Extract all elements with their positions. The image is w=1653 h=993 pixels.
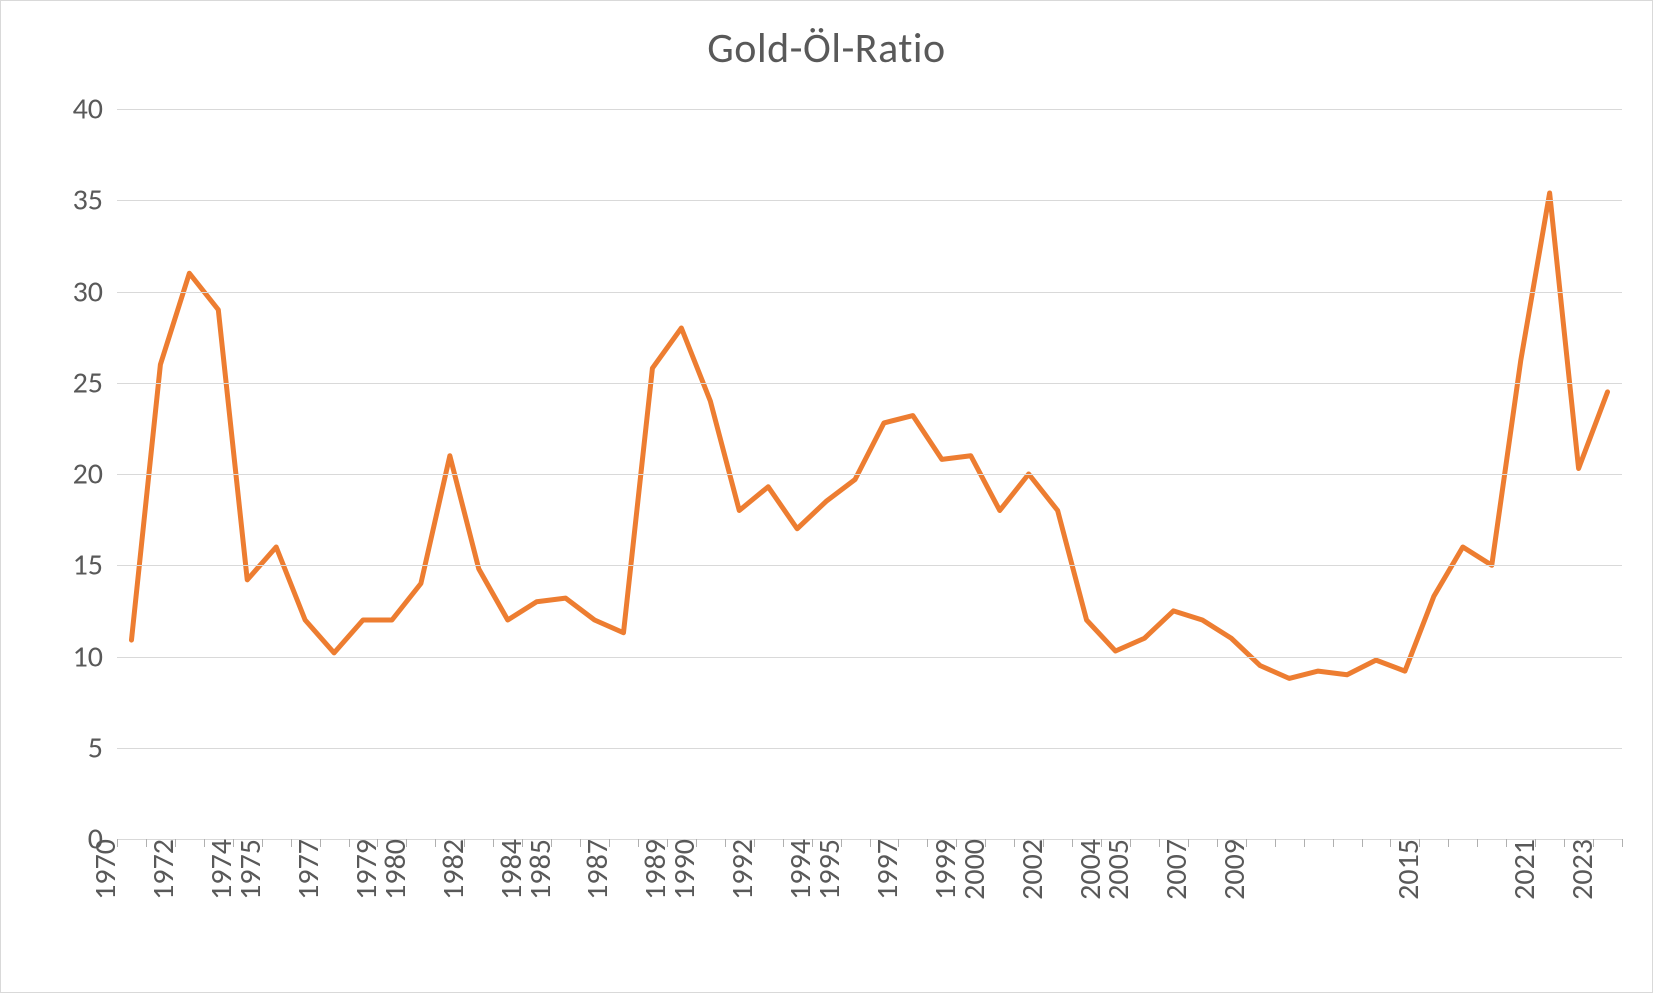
- y-tick-label: 5: [88, 729, 117, 766]
- x-tick-mark: [1304, 839, 1305, 847]
- x-tick-label: 1975: [222, 839, 269, 900]
- plot-area: 0510152025303540197019721974197519771979…: [117, 109, 1622, 839]
- x-tick-label: 2002: [1004, 839, 1051, 900]
- chart-title: Gold-Öl-Ratio: [1, 23, 1652, 74]
- x-tick-label: 1995: [801, 839, 848, 900]
- x-tick-label: 2005: [1091, 839, 1138, 900]
- y-tick-label: 35: [73, 182, 117, 219]
- x-tick-label: 2023: [1554, 839, 1601, 900]
- x-tick-label: 1997: [859, 839, 906, 900]
- gridline: [117, 292, 1622, 293]
- y-tick-label: 20: [73, 456, 117, 493]
- gridline: [117, 474, 1622, 475]
- x-tick-mark: [1333, 839, 1334, 847]
- y-tick-label: 10: [73, 638, 117, 675]
- gridline: [117, 748, 1622, 749]
- x-tick-label: 1982: [425, 839, 472, 900]
- x-tick-label: 2000: [946, 839, 993, 900]
- x-tick-label: 2009: [1206, 839, 1253, 900]
- x-tick-label: 2021: [1496, 839, 1543, 900]
- gridline: [117, 383, 1622, 384]
- x-tick-mark: [1477, 839, 1478, 847]
- x-tick-label: 1987: [570, 839, 617, 900]
- gridline: [117, 200, 1622, 201]
- x-tick-label: 1970: [78, 839, 125, 900]
- gridline: [117, 109, 1622, 110]
- y-tick-label: 40: [73, 91, 117, 128]
- series-line: [131, 193, 1607, 678]
- x-tick-label: 1972: [135, 839, 182, 900]
- x-tick-label: 2015: [1380, 839, 1427, 900]
- y-tick-label: 30: [73, 273, 117, 310]
- x-tick-label: 1985: [512, 839, 559, 900]
- gridline: [117, 657, 1622, 658]
- y-tick-label: 25: [73, 364, 117, 401]
- x-tick-mark: [1448, 839, 1449, 847]
- x-tick-label: 1990: [656, 839, 703, 900]
- gridline: [117, 565, 1622, 566]
- y-tick-label: 15: [73, 547, 117, 584]
- chart-container: Gold-Öl-Ratio 05101520253035401970197219…: [0, 0, 1653, 993]
- x-tick-mark: [1275, 839, 1276, 847]
- x-tick-label: 1980: [367, 839, 414, 900]
- x-tick-label: 2007: [1148, 839, 1195, 900]
- x-tick-label: 1992: [714, 839, 761, 900]
- x-tick-mark: [1622, 839, 1623, 847]
- x-tick-label: 1977: [280, 839, 327, 900]
- x-tick-mark: [1362, 839, 1363, 847]
